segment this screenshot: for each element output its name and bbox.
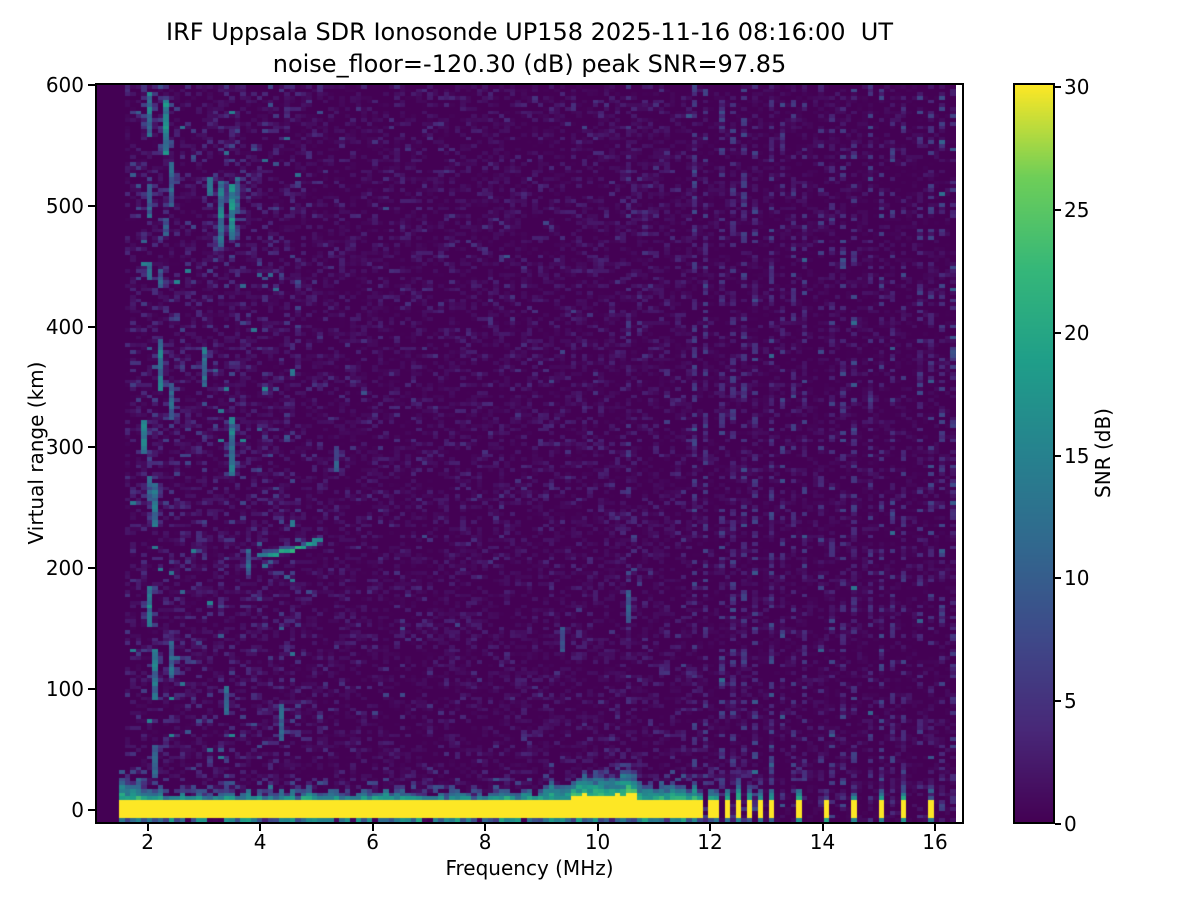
y-tick-label: 600 <box>45 73 84 97</box>
y-tick-mark <box>88 204 95 207</box>
x-tick-mark <box>821 824 824 831</box>
y-tick-label: 0 <box>71 797 84 822</box>
x-tick-mark <box>596 824 599 831</box>
y-tick-label: 100 <box>45 677 84 702</box>
colorbar-tick-mark <box>1055 700 1061 703</box>
colorbar-gradient <box>1015 85 1053 822</box>
x-tick-label: 12 <box>697 830 723 854</box>
x-tick-label: 6 <box>366 830 379 854</box>
y-tick-mark <box>88 567 95 570</box>
y-tick-mark <box>88 325 95 328</box>
x-tick-label: 8 <box>478 830 492 854</box>
plot-area <box>95 83 964 824</box>
x-tick-mark <box>484 824 487 831</box>
x-tick-mark <box>146 824 149 831</box>
x-tick-label: 14 <box>809 830 836 854</box>
colorbar-tick-mark <box>1055 331 1061 334</box>
colorbar-tick-mark <box>1055 86 1061 88</box>
x-tick-label: 16 <box>922 830 948 854</box>
y-tick-mark <box>88 446 95 449</box>
x-tick-mark <box>371 824 374 831</box>
y-tick-mark <box>88 688 95 691</box>
colorbar-tick-label: 15 <box>1064 443 1090 468</box>
colorbar-tick-mark <box>1055 823 1061 825</box>
colorbar <box>1013 83 1055 824</box>
y-tick-label: 400 <box>45 314 84 339</box>
colorbar-tick-mark <box>1055 454 1061 457</box>
y-tick-label: 300 <box>45 435 84 460</box>
x-tick-label: 2 <box>141 830 154 854</box>
x-axis-label: Frequency (MHz) <box>445 856 614 880</box>
x-tick-mark <box>259 824 262 831</box>
colorbar-tick-label: 30 <box>1064 75 1090 99</box>
chart-subtitle: noise_floor=-120.30 (dB) peak SNR=97.85 <box>272 50 787 78</box>
colorbar-tick-mark <box>1055 577 1061 580</box>
y-tick-mark <box>88 84 95 86</box>
y-tick-label: 500 <box>45 193 84 218</box>
ionogram-heatmap-canvas <box>97 85 956 822</box>
x-tick-label: 10 <box>584 830 611 854</box>
y-tick-label: 200 <box>45 556 84 581</box>
x-tick-mark <box>934 824 936 831</box>
x-tick-mark <box>709 824 712 831</box>
colorbar-tick-label: 0 <box>1064 812 1077 836</box>
colorbar-tick-label: 25 <box>1064 197 1090 222</box>
colorbar-tick-mark <box>1055 208 1061 211</box>
x-tick-label: 4 <box>253 830 267 854</box>
chart-title: IRF Uppsala SDR Ionosonde UP158 2025-11-… <box>166 18 893 46</box>
colorbar-tick-label: 5 <box>1064 689 1077 714</box>
colorbar-tick-label: 20 <box>1064 320 1090 345</box>
y-tick-mark <box>88 808 95 811</box>
colorbar-tick-label: 10 <box>1064 566 1090 591</box>
